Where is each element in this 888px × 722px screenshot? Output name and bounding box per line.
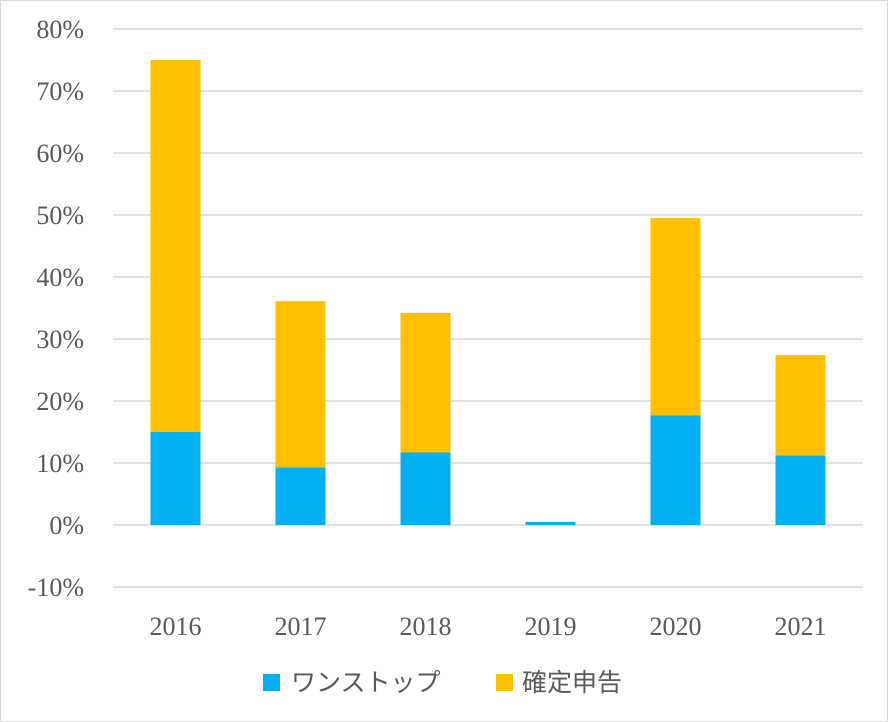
x-tick-label: 2020 [650,612,702,641]
y-tick-label: 80% [36,15,84,44]
y-tick-label: -10% [28,573,84,602]
x-tick-label: 2019 [525,612,577,641]
legend: ワンストップ 確定申告 [263,668,622,697]
x-tick-label: 2017 [275,612,327,641]
bar-onestop [775,455,826,525]
y-tick-label: 20% [36,387,84,416]
bar-kakutei-shinkoku [400,312,451,453]
bar-kakutei-shinkoku [650,218,701,416]
y-tick-label: 30% [36,325,84,354]
y-tick-label: 70% [36,77,84,106]
legend-label: 確定申告 [522,668,622,697]
bar-kakutei-shinkoku [275,301,326,468]
x-tick-label: 2021 [775,612,827,641]
legend-swatch [263,674,280,691]
bars [150,60,826,525]
y-tick-label: 60% [36,139,84,168]
y-tick-label: 50% [36,201,84,230]
bar-onestop [650,415,701,525]
x-tick-label: 2016 [150,612,202,641]
legend-label: ワンストップ [291,668,441,697]
gridlines [113,28,863,588]
bar-onestop [525,521,576,525]
bar-onestop [150,432,201,525]
bar-kakutei-shinkoku [775,355,826,456]
bar-onestop [400,452,451,525]
y-axis-ticks: 80% 70% 60% 50% 40% 30% 20% 10% 0% -10% [28,15,84,602]
x-axis-ticks: 2016 2017 2018 2019 2020 2021 [150,612,827,641]
y-tick-label: 40% [36,263,84,292]
legend-swatch [496,674,513,691]
y-tick-label: 10% [36,449,84,478]
bar-kakutei-shinkoku [150,60,201,432]
bar-onestop [275,467,326,525]
x-tick-label: 2018 [400,612,452,641]
y-tick-label: 0% [49,511,84,540]
